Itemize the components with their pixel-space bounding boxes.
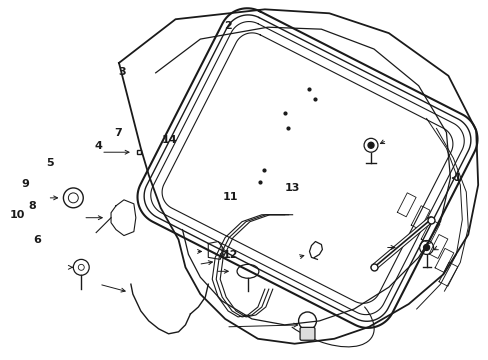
Text: 11: 11 bbox=[223, 192, 238, 202]
Text: 7: 7 bbox=[114, 128, 122, 138]
FancyBboxPatch shape bbox=[300, 327, 314, 340]
Circle shape bbox=[367, 142, 373, 148]
Text: 3: 3 bbox=[118, 67, 126, 77]
Text: 10: 10 bbox=[10, 210, 25, 220]
Text: 13: 13 bbox=[284, 183, 299, 193]
Text: 9: 9 bbox=[21, 179, 29, 189]
Text: 4: 4 bbox=[94, 141, 102, 151]
Text: 5: 5 bbox=[46, 158, 54, 168]
Circle shape bbox=[423, 244, 428, 251]
Text: 2: 2 bbox=[223, 21, 231, 31]
Text: 12: 12 bbox=[222, 250, 237, 260]
Text: 6: 6 bbox=[33, 235, 41, 245]
Text: 8: 8 bbox=[28, 201, 36, 211]
Text: 14: 14 bbox=[161, 135, 177, 145]
Text: 1: 1 bbox=[453, 173, 461, 183]
